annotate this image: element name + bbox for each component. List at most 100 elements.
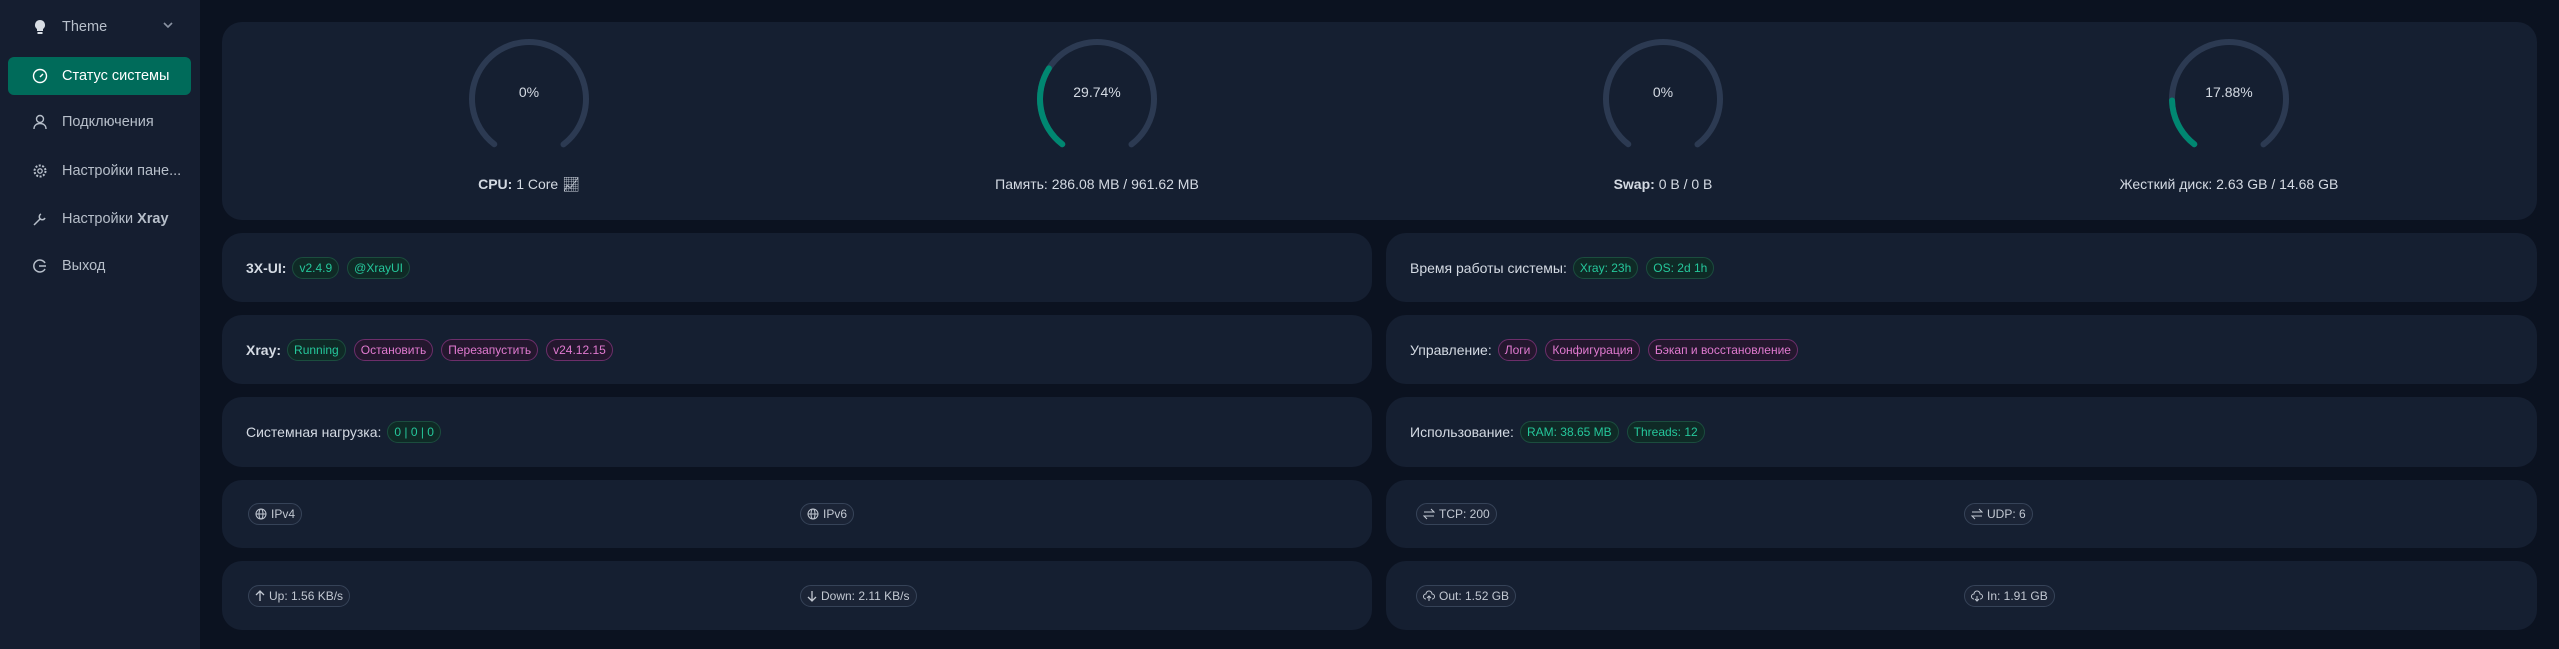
ram-usage-tag: RAM: 38.65 MB bbox=[1519, 421, 1619, 443]
restart-xray-button[interactable]: Перезапустить bbox=[441, 338, 539, 361]
usage-label: Использование: bbox=[1410, 424, 1514, 440]
user-icon bbox=[32, 114, 48, 130]
system-load-tag: 0 | 0 | 0 bbox=[387, 421, 441, 443]
gauge-label-text: 0 B / 0 B bbox=[1654, 176, 1713, 192]
cloud-download-icon bbox=[1971, 590, 1983, 602]
panel-version-card: 3X-UI: v2.4.9 @XrayUI bbox=[222, 233, 1372, 302]
gauge-label: Жесткий диск: 2.63 GB / 14.68 GB bbox=[2109, 176, 2349, 192]
gauge-label-text: Жесткий диск: 2.63 GB / 14.68 GB bbox=[2119, 176, 2339, 192]
tcp-label: TCP: 200 bbox=[1439, 507, 1490, 521]
chart-icon[interactable]: 📈︎ bbox=[562, 176, 580, 192]
system-load-card: Системная нагрузка: 0 | 0 | 0 bbox=[222, 397, 1372, 467]
swap-icon bbox=[1423, 508, 1435, 520]
globe-icon bbox=[255, 508, 267, 520]
gauge-fill bbox=[2169, 38, 2290, 159]
xray-label: Xray: bbox=[246, 341, 282, 358]
udp-label: UDP: 6 bbox=[1987, 507, 2026, 521]
gauge-swap: 0% Swap: 0 B / 0 B bbox=[1543, 34, 1783, 192]
logout-icon bbox=[32, 258, 48, 274]
traffic-in-tag: In: 1.91 GB bbox=[1964, 584, 2055, 607]
gauge-ring bbox=[1603, 38, 1723, 159]
sidebar-item-connections[interactable]: Подключения bbox=[8, 103, 191, 141]
gauge-label-text: 1 Core bbox=[512, 176, 559, 192]
sidebar-item-status[interactable]: Статус системы bbox=[8, 57, 191, 95]
upload-speed-tag: Up: 1.56 KB/s bbox=[248, 584, 351, 607]
speed-card: Up: 1.56 KB/s Down: 2.11 KB/s bbox=[222, 561, 1372, 630]
sidebar-item-panel-settings[interactable]: Настройки пане... bbox=[8, 152, 191, 190]
channel-link[interactable]: @XrayUI bbox=[347, 256, 411, 279]
download-speed-label: Down: 2.11 KB/s bbox=[821, 588, 910, 603]
sidebar: Theme Статус системы Подключения Настрой… bbox=[0, 0, 200, 649]
backup-button[interactable]: Бэкап и восстановление bbox=[1647, 338, 1798, 361]
ipv6-label: IPv6 bbox=[823, 507, 848, 521]
bulb-icon bbox=[32, 19, 48, 35]
gear-icon bbox=[32, 163, 48, 179]
ipv4-label: IPv4 bbox=[271, 507, 296, 521]
dashboard-icon bbox=[32, 68, 48, 84]
management-card: Управление: Логи Конфигурация Бэкап и во… bbox=[1386, 315, 2537, 384]
usage-card: Использование: RAM: 38.65 MB Threads: 12 bbox=[1386, 397, 2537, 467]
gauge-ring bbox=[469, 38, 589, 159]
xray-uptime-tag: Xray: 23h bbox=[1572, 256, 1639, 279]
chevron-down-icon bbox=[163, 22, 173, 29]
gauge-fill bbox=[1037, 38, 1157, 159]
resource-gauges-card: 0% CPU: 1 Core 📈︎ 29.74% Память: 286.08 … bbox=[222, 22, 2537, 220]
gauge-label-text: Память: 286.08 MB / 961.62 MB bbox=[995, 176, 1199, 192]
gauge-ring bbox=[1037, 38, 1157, 159]
gauge-label-bold: Swap: bbox=[1613, 176, 1655, 192]
gauge-track bbox=[1603, 38, 1723, 159]
sidebar-item-label: Выход bbox=[62, 258, 106, 274]
tcp-tag: TCP: 200 bbox=[1416, 503, 1497, 525]
theme-menu[interactable]: Theme bbox=[8, 8, 191, 46]
traffic-out-label: Out: 1.52 GB bbox=[1439, 588, 1510, 603]
arrow-up-icon bbox=[255, 589, 265, 601]
tool-icon bbox=[32, 211, 48, 227]
traffic-in-label: In: 1.91 GB bbox=[1987, 588, 2048, 603]
upload-speed-label: Up: 1.56 KB/s bbox=[269, 588, 344, 603]
sidebar-item-label: Настройки bbox=[62, 211, 134, 227]
gauge-value: 17.88% bbox=[2205, 84, 2253, 100]
gauge-disk: 17.88% Жесткий диск: 2.63 GB / 14.68 GB bbox=[2109, 34, 2349, 192]
sidebar-item-xray-settings[interactable]: Настройки Xray bbox=[8, 200, 191, 238]
gauge-value: 0% bbox=[1652, 84, 1674, 100]
logs-button[interactable]: Логи bbox=[1497, 338, 1538, 361]
arrow-down-icon bbox=[807, 590, 817, 602]
gauge-cpu: 0% CPU: 1 Core 📈︎ bbox=[409, 34, 649, 193]
panel-version-tag: v2.4.9 bbox=[292, 256, 340, 279]
sidebar-item-label: Статус системы bbox=[62, 68, 170, 84]
traffic-card: Out: 1.52 GB In: 1.91 GB bbox=[1386, 561, 2537, 630]
gauge-label-bold: CPU: bbox=[478, 176, 513, 192]
gauge-label: Память: 286.08 MB / 961.62 MB bbox=[977, 176, 1217, 192]
panel-label: 3X-UI: bbox=[246, 259, 287, 276]
gauge-track bbox=[469, 38, 589, 159]
connections-card: TCP: 200 UDP: 6 bbox=[1386, 480, 2537, 548]
download-speed-tag: Down: 2.11 KB/s bbox=[800, 584, 917, 607]
threads-tag: Threads: 12 bbox=[1626, 421, 1705, 443]
gauge-memory: 29.74% Память: 286.08 MB / 961.62 MB bbox=[977, 34, 1217, 192]
globe-icon bbox=[807, 508, 819, 520]
ipv6-tag[interactable]: IPv6 bbox=[800, 503, 855, 525]
xray-card: Xray: Running Остановить Перезапустить v… bbox=[222, 315, 1372, 384]
xray-status-badge: Running bbox=[287, 338, 346, 361]
config-button[interactable]: Конфигурация bbox=[1545, 338, 1640, 361]
gauge-value: 0% bbox=[518, 84, 540, 100]
gauge-label: CPU: 1 Core 📈︎ bbox=[409, 176, 649, 193]
xray-version-button[interactable]: v24.12.15 bbox=[546, 338, 613, 361]
udp-tag: UDP: 6 bbox=[1964, 503, 2033, 525]
ip-card: IPv4 IPv6 bbox=[222, 480, 1372, 548]
traffic-out-tag: Out: 1.52 GB bbox=[1416, 584, 1517, 607]
theme-label: Theme bbox=[62, 19, 108, 35]
uptime-card: Время работы системы: Xray: 23h OS: 2d 1… bbox=[1386, 233, 2537, 302]
sidebar-item-label: Настройки пане... bbox=[62, 163, 182, 179]
stop-xray-button[interactable]: Остановить bbox=[353, 338, 434, 361]
os-uptime-tag: OS: 2d 1h bbox=[1646, 256, 1715, 279]
uptime-label: Время работы системы: bbox=[1410, 259, 1567, 276]
ipv4-tag[interactable]: IPv4 bbox=[248, 503, 303, 525]
gauge-label: Swap: 0 B / 0 B bbox=[1543, 176, 1783, 192]
system-load-label: Системная нагрузка: bbox=[246, 424, 382, 440]
sidebar-item-label-bold: Xray bbox=[137, 211, 169, 227]
cloud-upload-icon bbox=[1423, 590, 1435, 601]
sidebar-item-logout[interactable]: Выход bbox=[8, 247, 191, 285]
management-label: Управление: bbox=[1410, 341, 1492, 358]
gauge-ring bbox=[2169, 38, 2290, 159]
